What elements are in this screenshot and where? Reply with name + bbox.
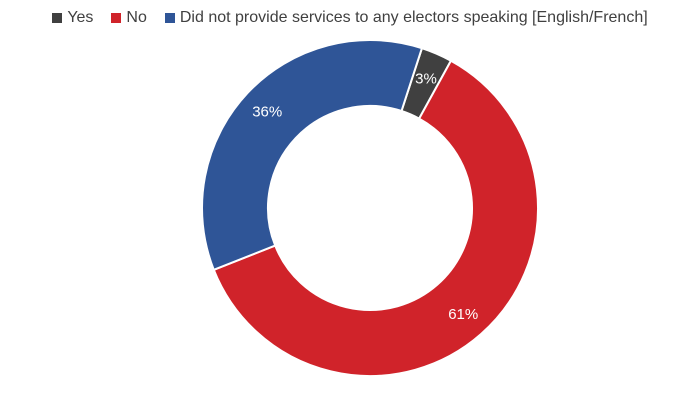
chart-legend: Yes No Did not provide services to any e… (0, 9, 700, 27)
legend-label-yes: Yes (67, 9, 94, 26)
legend-item-no-services: Did not provide services to any electors… (164, 9, 648, 27)
legend-label-no-services: Did not provide services to any electors… (179, 9, 648, 26)
slice-no-services (201, 39, 424, 272)
legend-swatch-yes (52, 13, 63, 23)
slice-label-no-services: 36% (252, 103, 282, 120)
legend-item-no: No (111, 9, 147, 27)
legend-item-yes: Yes (52, 9, 93, 27)
slice-label-no: 61% (448, 306, 478, 323)
legend-label-no: No (126, 9, 147, 26)
slice-label-yes: 3% (415, 71, 437, 88)
legend-swatch-no-services (164, 13, 175, 23)
slice-no (212, 59, 539, 377)
legend-swatch-no (111, 13, 122, 23)
